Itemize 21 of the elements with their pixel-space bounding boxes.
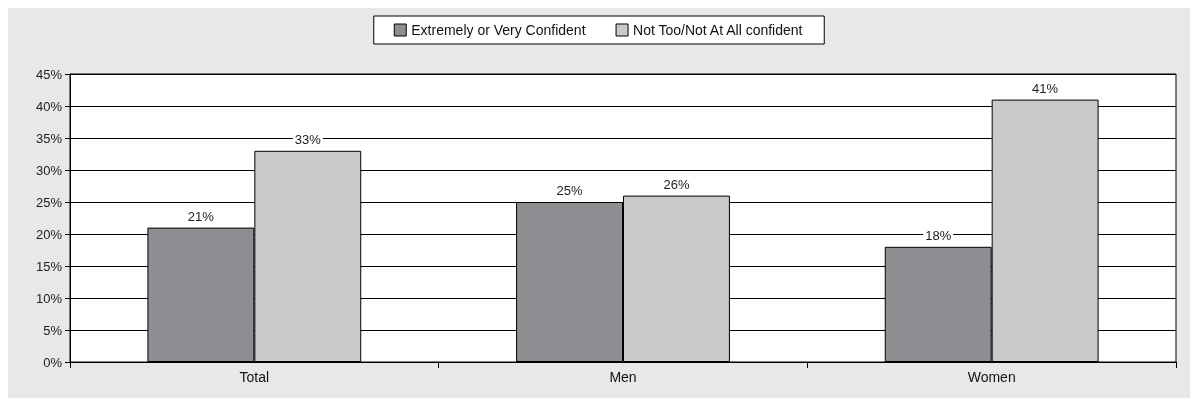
y-tick-label: 0% xyxy=(43,354,63,370)
y-tick-label: 40% xyxy=(35,98,63,114)
data-label: 41% xyxy=(1032,80,1059,96)
y-tick-label: 45% xyxy=(35,66,63,82)
data-label: 25% xyxy=(556,183,583,198)
data-label: 26% xyxy=(663,176,690,192)
legend-label: Not Too/Not At All confident xyxy=(633,22,803,38)
y-tick-label: 30% xyxy=(35,162,63,178)
data-label: 33% xyxy=(294,131,322,147)
y-tick-label: 10% xyxy=(35,290,63,306)
y-tick-label: 25% xyxy=(35,194,63,210)
legend-label: Extremely or Very Confident xyxy=(411,22,586,38)
y-tick-label: 35% xyxy=(35,130,63,146)
x-tick-label: Men xyxy=(609,369,637,385)
y-tick-label: 15% xyxy=(35,258,63,274)
x-tick-label: Women xyxy=(967,369,1016,385)
y-tick-label: 5% xyxy=(43,322,63,338)
data-label: 21% xyxy=(187,208,215,224)
y-tick-label: 20% xyxy=(35,226,63,242)
x-tick-label: Total xyxy=(239,369,270,385)
data-label: 18% xyxy=(925,227,952,243)
